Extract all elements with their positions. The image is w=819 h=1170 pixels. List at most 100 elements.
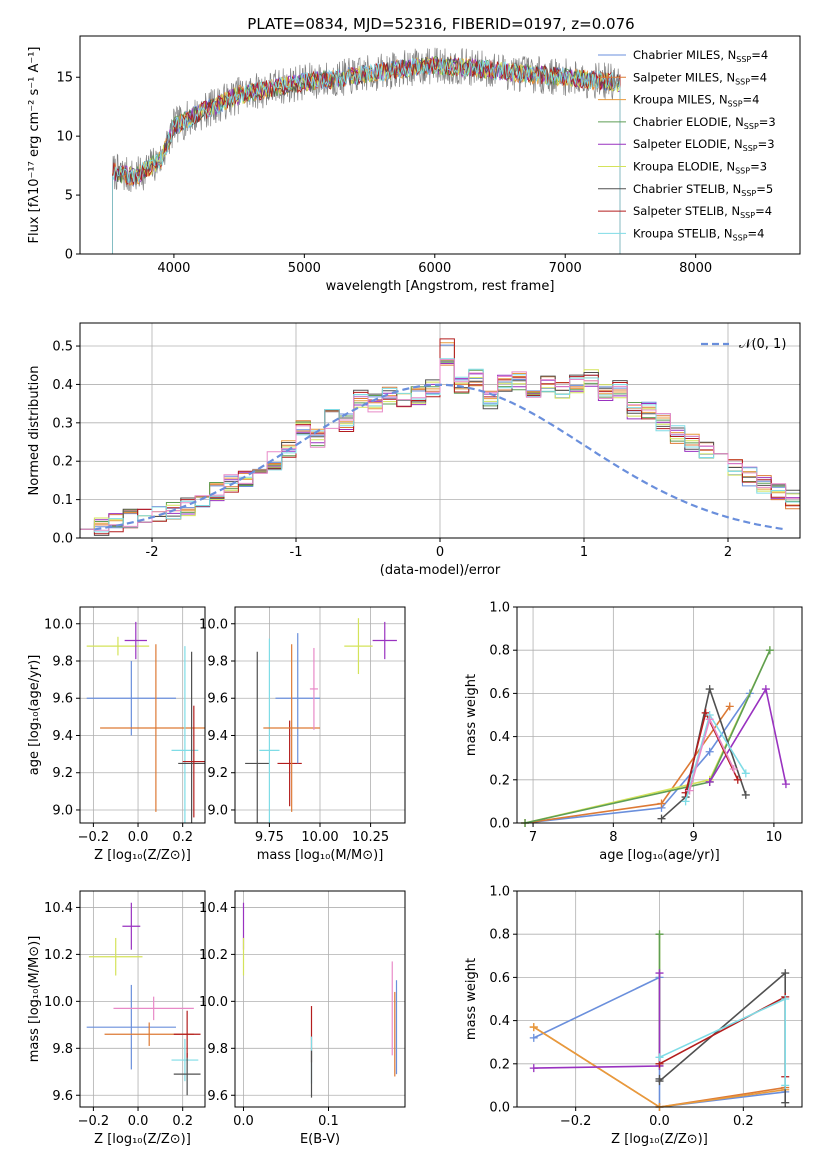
mw-vs-Z-panel: −0.2 0.0 0.2 0.0 0.2 0.4 0.6 0.8 1.0 Z [log₁₀(Z/Z…: [464, 885, 803, 1147]
plot-frame: [79, 606, 206, 824]
y-tick-label: 9.8: [207, 1042, 228, 1057]
x-tick-label: 9: [689, 830, 697, 845]
x-tick-label: −0.2: [78, 1114, 110, 1129]
y-axis-label: mass [log₁₀(M/M⊙)]: [27, 936, 42, 1063]
y-tick-label: 0.4: [52, 378, 73, 393]
x-axis-label: E(B-V): [300, 1132, 340, 1147]
data-point-marker: [741, 769, 750, 778]
age-vs-mass-panel: 9.75 10.00 10.25 9.0 9.2 9.4 9.6 9.8 10.0 mass [l…: [199, 606, 406, 863]
data-point-marker: [781, 969, 790, 978]
data-point-marker: [655, 1053, 664, 1062]
y-tick-label: 9.6: [52, 1089, 73, 1104]
data-point-marker: [765, 646, 774, 655]
mass-weight-line: [524, 692, 751, 823]
x-tick-label: 9.75: [255, 830, 284, 845]
legend-entry: Chabrier STELIB, NSSP=5: [633, 182, 773, 198]
data-point-marker: [781, 995, 790, 1003]
data-point-marker: [781, 1081, 790, 1090]
x-tick-label: -1: [290, 545, 303, 560]
x-axis-label: wavelength [Angstrom, rest frame]: [326, 279, 555, 294]
y-tick-label: 1.0: [489, 885, 510, 900]
x-tick-label: −0.2: [560, 1114, 592, 1129]
y-tick-label: 0.0: [489, 1101, 510, 1116]
plot-frame: [234, 606, 406, 824]
y-tick-label: 9.4: [207, 729, 228, 744]
x-axis-label: Z [log₁₀(Z/Z⊙)]: [94, 1132, 191, 1147]
y-tick-label: 1.0: [489, 601, 510, 616]
y-tick-label: 0.6: [489, 687, 510, 702]
data-point-marker: [741, 790, 750, 799]
spectrum-model-line: [112, 57, 621, 254]
x-tick-label: 2: [724, 545, 732, 560]
spectrum-panel: 4000 5000 6000 7000 8000 0 5 10 15 wavelength [An…: [27, 35, 801, 294]
y-tick-label: 15: [56, 71, 73, 86]
x-tick-label: 0.0: [649, 1114, 670, 1129]
y-tick-label: 0.6: [489, 971, 510, 986]
x-tick-label: 5000: [288, 261, 321, 276]
x-axis-label: Z [log₁₀(Z/Z⊙)]: [611, 1132, 708, 1147]
data-point-marker: [729, 765, 738, 773]
y-tick-label: 0.1: [52, 493, 73, 508]
y-tick-label: 10.0: [199, 995, 228, 1010]
y-tick-label: 9.6: [207, 692, 228, 707]
legend-entry: Salpeter ELODIE, NSSP=3: [633, 137, 775, 153]
y-tick-label: 10.4: [199, 901, 228, 916]
data-point-marker: [655, 1077, 664, 1086]
y-tick-label: 9.0: [52, 803, 73, 818]
data-point-marker: [681, 797, 690, 806]
x-axis-label: Z [log₁₀(Z/Z⊙)]: [94, 848, 191, 863]
data-point-marker: [781, 1098, 790, 1107]
data-point-marker: [529, 1064, 538, 1073]
x-tick-label: 10.25: [352, 830, 389, 845]
y-tick-label: 0.2: [52, 455, 73, 470]
data-point-marker: [657, 799, 666, 808]
legend-entry: Kroupa ELODIE, NSSP=3: [633, 160, 767, 176]
y-axis-label: mass weight: [464, 958, 479, 1040]
x-tick-label: -2: [146, 545, 159, 560]
x-tick-label: 0: [436, 545, 444, 560]
mass-vs-EBV-panel: 0.0 0.1 9.6 9.8 10.0 10.2 10.4 E(B-V): [199, 890, 406, 1147]
y-tick-label: 10.2: [199, 948, 228, 963]
y-tick-label: 0.8: [489, 644, 510, 659]
x-tick-label: 7: [529, 830, 537, 845]
data-point-marker: [725, 702, 734, 711]
x-tick-label: 0.0: [233, 1114, 254, 1129]
x-axis-label: (data-model)/error: [380, 563, 501, 578]
y-tick-label: 9.8: [52, 655, 73, 670]
y-tick-label: 10.0: [44, 617, 73, 632]
legend-entry: Chabrier ELODIE, NSSP=3: [633, 115, 776, 131]
y-tick-label: 9.2: [52, 766, 73, 781]
normal-curve: [94, 383, 786, 531]
mass-weight-line: [658, 971, 786, 1103]
x-tick-label: 1: [580, 545, 588, 560]
data-point-marker: [705, 715, 714, 724]
x-tick-label: −0.2: [78, 830, 110, 845]
data-point-marker: [733, 775, 742, 784]
x-tick-label: 0.2: [733, 1114, 754, 1129]
y-tick-label: 0.4: [489, 730, 510, 745]
plot-frame: [79, 890, 206, 1108]
y-axis-label: age [log₁₀(age/yr)]: [27, 655, 42, 776]
data-point-marker: [781, 780, 790, 789]
figure-title: PLATE=0834, MJD=52316, FIBERID=0197, z=0…: [247, 15, 634, 33]
plot-frame: [79, 322, 801, 539]
y-axis-label: mass weight: [464, 674, 479, 756]
data-point-marker: [529, 1023, 538, 1032]
y-tick-label: 0.8: [489, 928, 510, 943]
mass-vs-Z-panel: −0.2 0.0 0.2 9.6 9.8 10.0 10.2 10.4 Z [log₁₀(Z/Z…: [27, 890, 206, 1147]
data-point-marker: [761, 685, 770, 694]
data-point-marker: [657, 814, 666, 823]
data-point-marker: [655, 969, 664, 978]
y-tick-label: 0.5: [52, 340, 73, 355]
y-tick-label: 10: [56, 130, 73, 145]
data-point-marker: [705, 747, 714, 756]
mw-vs-age-panel: 7 8 9 10 0.0 0.2 0.4 0.6 0.8 1.0 age [log₁₀(age/yr…: [464, 601, 803, 863]
y-tick-label: 0.0: [52, 532, 73, 547]
y-tick-label: 9.6: [207, 1089, 228, 1104]
x-tick-label: 10.00: [301, 830, 338, 845]
x-tick-label: 10: [766, 830, 783, 845]
data-point-marker: [529, 1033, 538, 1042]
data-point-marker: [705, 777, 714, 786]
residual-histogram: [80, 359, 800, 531]
